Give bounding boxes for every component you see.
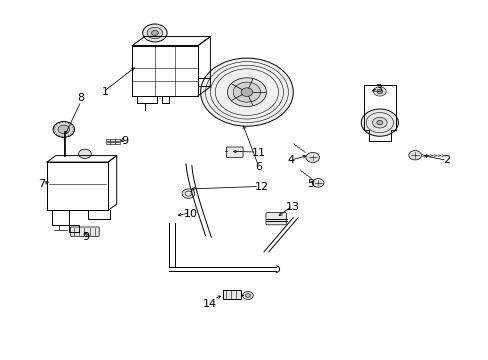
Bar [105, 139, 110, 141]
Circle shape [151, 31, 158, 36]
FancyBboxPatch shape [226, 147, 243, 157]
Circle shape [205, 77, 220, 87]
Text: 10: 10 [183, 209, 198, 219]
Circle shape [200, 58, 293, 126]
Circle shape [233, 82, 260, 102]
Text: 2: 2 [443, 155, 449, 165]
Text: 6: 6 [255, 162, 262, 172]
Circle shape [245, 294, 250, 297]
Bar [110, 141, 115, 144]
Bar [110, 139, 115, 141]
Text: 9: 9 [121, 136, 128, 145]
Bar [222, 290, 241, 299]
Text: 4: 4 [286, 155, 294, 165]
Circle shape [372, 117, 386, 128]
FancyBboxPatch shape [70, 227, 99, 236]
Circle shape [376, 121, 382, 125]
Bar [115, 139, 120, 141]
Circle shape [241, 88, 252, 96]
Text: 7: 7 [39, 179, 45, 189]
Text: 9: 9 [82, 232, 89, 242]
Text: 3: 3 [374, 84, 381, 94]
Bar [115, 141, 120, 144]
Text: 11: 11 [252, 148, 265, 158]
Circle shape [376, 89, 382, 94]
Circle shape [142, 24, 167, 42]
Circle shape [53, 122, 74, 137]
Circle shape [147, 27, 163, 39]
Circle shape [227, 78, 266, 107]
Circle shape [79, 149, 91, 158]
Circle shape [182, 189, 194, 198]
Circle shape [408, 150, 421, 160]
Circle shape [361, 109, 398, 136]
Circle shape [312, 179, 324, 187]
Circle shape [373, 87, 386, 96]
Text: 13: 13 [285, 202, 300, 212]
Text: 12: 12 [254, 182, 268, 192]
FancyBboxPatch shape [265, 213, 286, 225]
Circle shape [305, 152, 319, 162]
Text: 14: 14 [203, 299, 217, 309]
Text: 8: 8 [78, 93, 84, 103]
Text: 1: 1 [102, 87, 109, 97]
Bar [105, 141, 110, 144]
Circle shape [242, 292, 253, 300]
Text: 5: 5 [306, 179, 313, 189]
Circle shape [58, 125, 70, 134]
